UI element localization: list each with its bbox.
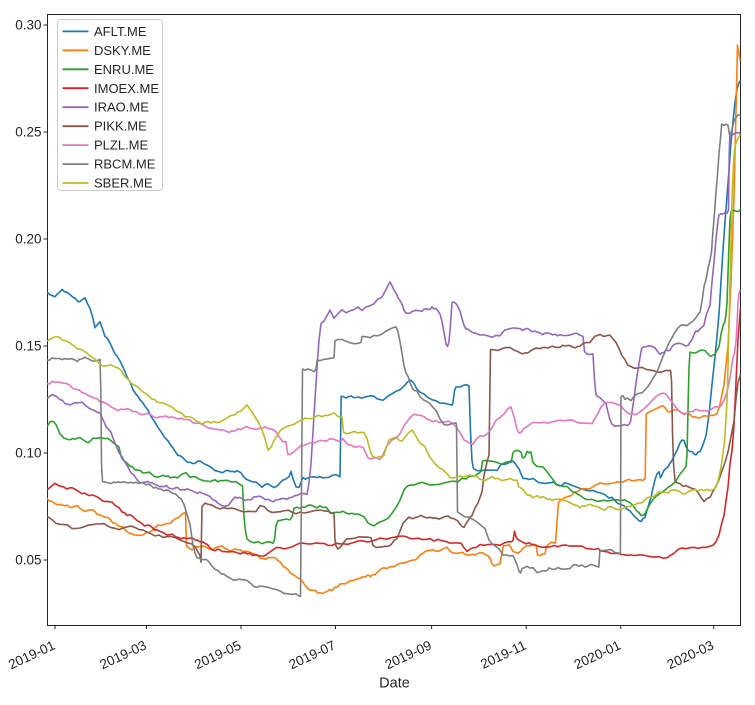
svg-text:0.10: 0.10 [15, 446, 41, 461]
svg-text:0.15: 0.15 [15, 339, 41, 354]
svg-text:RBCM.ME: RBCM.ME [94, 157, 156, 172]
svg-text:AFLT.ME: AFLT.ME [94, 24, 147, 39]
svg-text:SBER.ME: SBER.ME [94, 176, 153, 191]
svg-text:0.30: 0.30 [15, 18, 41, 33]
svg-text:PIKK.ME: PIKK.ME [94, 119, 147, 134]
svg-text:DSKY.ME: DSKY.ME [94, 43, 151, 58]
svg-text:PLZL.ME: PLZL.ME [94, 138, 149, 153]
svg-text:Date: Date [379, 676, 410, 692]
svg-text:0.05: 0.05 [15, 553, 41, 568]
svg-text:0.20: 0.20 [15, 232, 41, 247]
svg-text:IRAO.ME: IRAO.ME [94, 100, 149, 115]
svg-text:ENRU.ME: ENRU.ME [94, 62, 154, 77]
svg-text:IMOEX.ME: IMOEX.ME [94, 81, 159, 96]
svg-text:0.25: 0.25 [15, 125, 41, 140]
